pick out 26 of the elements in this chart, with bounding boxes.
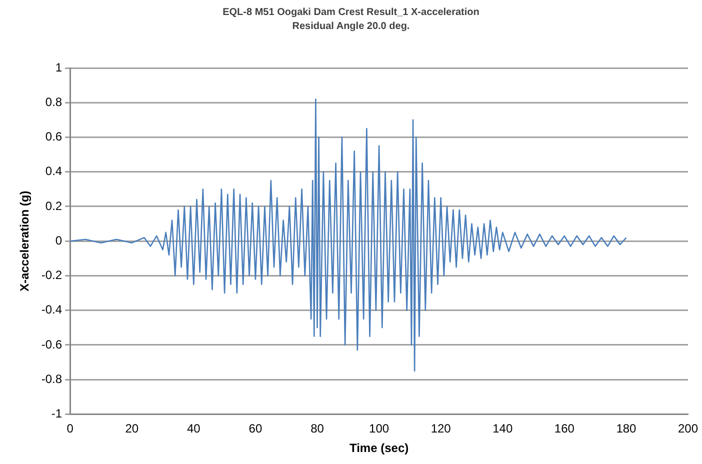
y-tick-label: -1	[51, 406, 62, 421]
y-tick-label: -0.8	[41, 372, 62, 386]
y-tick-label: 0	[55, 233, 62, 248]
x-tick-label: 100	[369, 422, 390, 436]
y-tick-label: -0.2	[41, 268, 62, 282]
y-tick-label: 0.6	[45, 130, 62, 144]
x-tick-label: 160	[554, 422, 575, 436]
x-tick-label: 180	[616, 422, 637, 436]
x-tick-label: 60	[248, 422, 262, 436]
y-tick-label: 0.8	[45, 94, 62, 109]
x-tick-label: 80	[310, 422, 324, 436]
x-axis-title: Time (sec)	[349, 441, 409, 456]
x-tick-label: 140	[492, 422, 513, 436]
x-tick-label: 40	[186, 422, 201, 436]
x-tick-label: 200	[678, 422, 698, 436]
y-tick-label: 1	[55, 60, 62, 74]
x-tick-label: 120	[430, 422, 452, 436]
y-tick-label: 0.2	[45, 198, 62, 213]
y-tick-label: -0.4	[41, 302, 62, 317]
y-tick-label: 0.4	[45, 164, 62, 178]
x-tick-label: 20	[125, 422, 139, 436]
chart-subtitle: Residual Angle 20.0 deg.	[291, 20, 411, 34]
x-tick-label: 0	[66, 422, 74, 436]
y-axis-title: X-acceleration (g)	[18, 190, 32, 292]
y-tick-label: -0.6	[41, 337, 62, 352]
chart-title: EQL-8 M51 Oogaki Dam Crest Result_1 X-acceleration	[222, 6, 480, 20]
